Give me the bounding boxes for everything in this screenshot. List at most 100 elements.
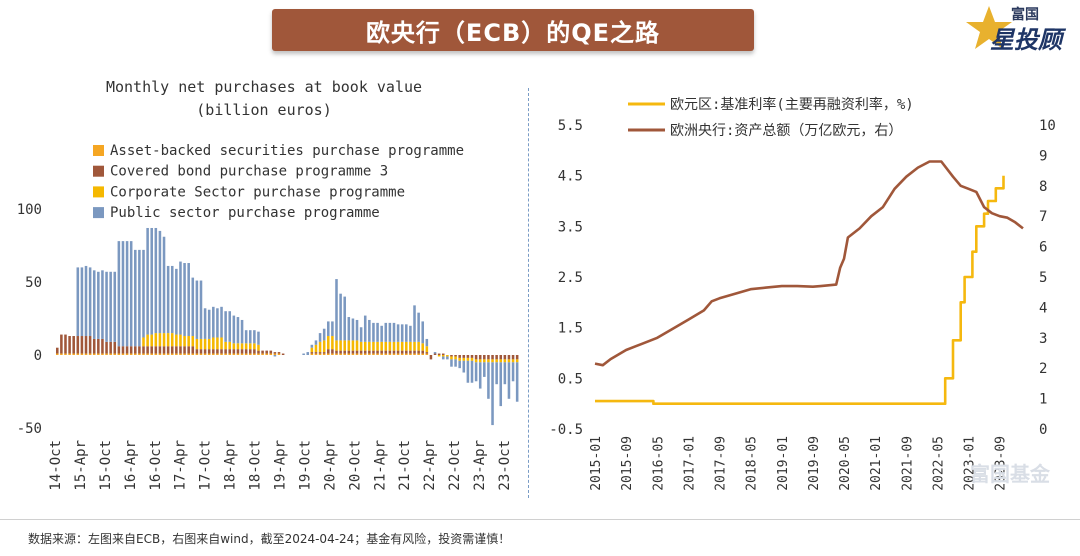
bar-segment [138,353,141,355]
x-tick-label: 16-Apr [123,440,139,491]
bar-segment [363,350,367,354]
bar-segment [170,353,174,355]
bar-segment [72,353,75,355]
bar-segment [322,352,326,354]
bar-segment [236,349,240,354]
bar-segment [101,353,104,355]
bar-segment [458,355,461,358]
bar-segment [470,360,474,383]
bar-segment [212,306,215,338]
bar-segment [240,319,244,344]
bar-segment [224,353,227,355]
x-tick-label: 20-Oct [347,440,363,491]
bar-segment [347,340,351,351]
bar-segment [183,353,186,355]
right-x-ticks: 2015-01 2015-09 2016-05 2017-01 2017-09 2018-… [589,436,1009,491]
bar-segment [166,353,170,355]
bar-segment [388,353,392,355]
bar-segment [363,341,367,351]
bar-segment [80,336,84,354]
bar-segment [368,350,371,354]
bar-segment [499,355,503,360]
bar-segment [388,350,392,354]
bar-segment [421,343,424,351]
bar-segment [331,321,334,337]
legend-label: 欧元区:基准利率(主要再融资利率，%) [670,96,914,113]
bar-segment [203,308,207,339]
bar-segment [191,353,195,355]
bar-segment [60,334,63,354]
bar-segment [478,362,482,389]
x-tick-label: 2016-05 [651,436,666,491]
bar-segment [314,353,318,355]
bar-segment [368,319,371,342]
bar-segment [220,337,223,350]
bar-segment [183,336,186,347]
bar-segment [495,362,498,385]
x-tick-label: 2021-09 [900,436,915,491]
bar-segment [253,349,256,354]
bar-segment [191,336,195,347]
bar-segment [109,271,112,342]
bar-segment [203,349,207,354]
bar-segment [380,325,383,342]
bar-segment [376,353,379,355]
bar-segment [462,357,466,361]
bar-segment [495,355,498,360]
bar-segment [331,349,334,354]
bar-segment [343,353,346,355]
bar-segment [80,353,84,355]
bar-segment [355,340,359,351]
x-tick-label: 21-Apr [372,440,388,491]
bar-segment [499,359,503,363]
bar-segment [515,362,519,402]
bar-segment [425,352,429,354]
bar-segment [515,355,519,360]
bar-segment [187,336,190,347]
bar-segment [392,341,396,351]
bar-segment [314,340,318,345]
bar-segment [125,353,129,355]
bar-segment [425,346,429,353]
bar-segment [125,346,129,354]
bar-segment [191,346,195,354]
bar-segment [199,280,203,339]
bar-segment [212,353,215,355]
bar-segment [314,344,318,353]
right-left-y-ticks: 5.5 4.5 3.5 2.5 1.5 0.5 -0.5 [549,118,583,438]
legend-swatch [93,186,104,198]
bar-segment [380,353,383,355]
bar-segment [355,350,359,354]
bar-segment [441,355,445,357]
bar-segment [376,341,379,351]
bar-segment [405,341,408,351]
bar-segment [207,338,211,350]
bar-segment [351,353,355,355]
bar-segment [105,341,108,354]
bar-segment [183,263,186,337]
bar-segment [162,236,166,334]
series-line [595,175,1005,405]
bar-segment [150,227,153,335]
bar-segment [146,346,149,354]
left-chart: Monthly net purchases at book value (bil… [17,78,519,491]
bar-segment [343,340,346,351]
bar-segment [503,362,507,385]
bar-segment [483,362,486,377]
bar-segment [441,356,445,360]
bar-segment [327,336,330,350]
bar-segment [88,336,92,354]
bar-segment [310,353,314,355]
y-tick-label: 100 [17,202,42,218]
x-tick-label: 2021-01 [869,436,884,491]
bar-segment [109,353,112,355]
bar-segment [372,322,375,342]
bar-segment [322,340,326,353]
page-title: 欧央行（ECB）的QE之路 [272,9,754,51]
bar-segment [470,357,474,361]
bar-segment [400,341,404,351]
bar-segment [277,352,281,354]
bar-segment [503,355,507,360]
bar-segment [392,350,396,354]
bar-segment [257,344,260,351]
